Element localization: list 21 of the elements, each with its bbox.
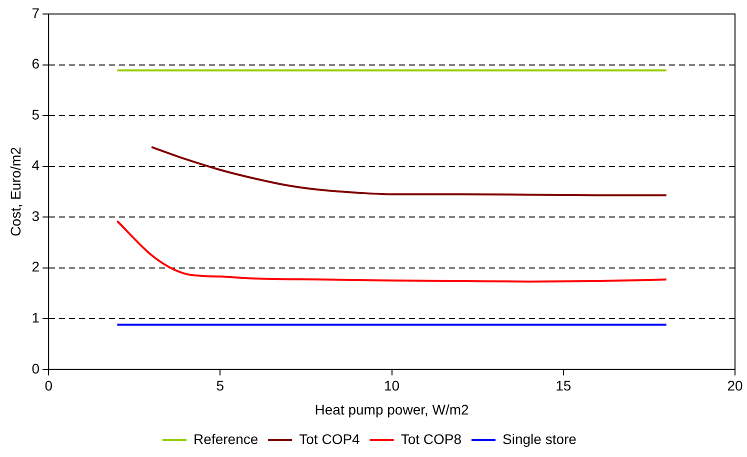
x-tick-label: 5 (216, 378, 224, 394)
y-tick-label: 7 (32, 4, 40, 21)
y-tick-label: 0 (32, 360, 40, 376)
x-tick-label: 20 (727, 378, 743, 394)
legend-label: Single store (502, 430, 577, 447)
x-tick-label: 15 (556, 378, 572, 394)
legend-label: Tot COP4 (299, 430, 360, 447)
legend-label: Reference (194, 430, 258, 447)
x-tick-label: 10 (384, 378, 400, 394)
y-tick-label: 1 (32, 309, 40, 326)
y-tick-label: 3 (32, 208, 40, 224)
x-tick-label: 0 (44, 378, 53, 394)
legend-label: Tot COP8 (400, 430, 462, 447)
y-tick-label: 5 (32, 106, 40, 122)
x-axis-title: Heat pump power, W/m2 (314, 401, 470, 418)
line-series (150, 146, 668, 196)
y-tick-label: 4 (32, 157, 40, 174)
y-tick-label: 6 (32, 56, 40, 72)
y-tick-label: 2 (32, 258, 40, 275)
line-series (116, 220, 668, 283)
y-axis-title: Cost, Euro/m2 (7, 146, 24, 236)
